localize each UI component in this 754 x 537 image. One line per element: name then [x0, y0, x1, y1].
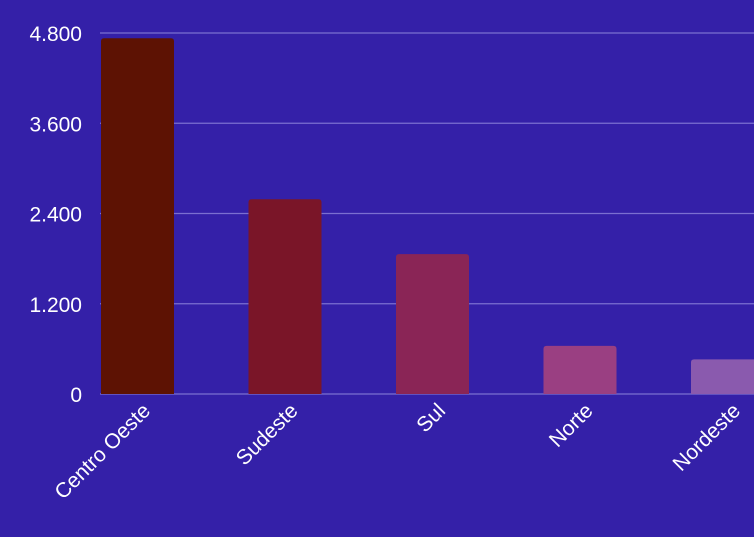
- x-category-label: Sul: [412, 399, 450, 437]
- x-category-label: Centro Oeste: [50, 399, 155, 504]
- bars: [101, 38, 754, 394]
- y-tick-label: 1.200: [29, 294, 82, 317]
- grid-lines: [100, 32, 754, 395]
- x-category-label: Nordeste: [669, 399, 746, 476]
- y-axis-ticks: 0 1.200 2.400 3.600 4.800: [29, 23, 82, 407]
- x-category-label: Norte: [545, 399, 598, 452]
- bar: [248, 199, 322, 394]
- bar: [691, 359, 754, 394]
- y-tick-label: 3.600: [29, 113, 82, 136]
- y-tick-label: 0: [70, 384, 82, 407]
- bar: [543, 345, 617, 394]
- bar: [101, 38, 174, 394]
- y-tick-label: 4.800: [29, 23, 82, 46]
- y-tick-label: 2.400: [29, 204, 82, 227]
- x-axis-labels: Centro Oeste Sudeste Sul Norte Nordeste: [50, 399, 745, 504]
- bar: [396, 254, 469, 394]
- x-category-label: Sudeste: [232, 399, 303, 470]
